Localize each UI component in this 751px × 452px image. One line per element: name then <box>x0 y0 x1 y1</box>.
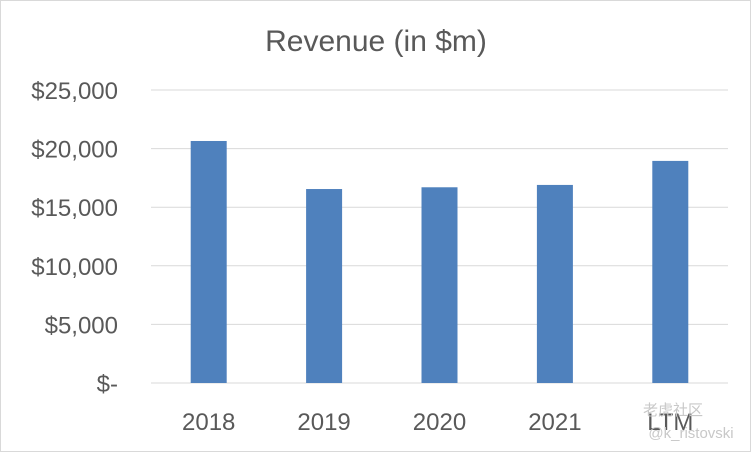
x-axis-tick-labels: 2018 2019 2020 2021 LTM <box>182 409 693 436</box>
y-tick-label: $10,000 <box>31 254 118 281</box>
x-tick-label: 2018 <box>182 409 235 436</box>
y-axis-tick-labels: $- $5,000 $10,000 $15,000 $20,000 $25,000 <box>31 78 118 398</box>
y-tick-label: $5,000 <box>45 312 118 339</box>
bar-2021 <box>536 184 573 383</box>
chart-title: Revenue (in $m) <box>265 25 487 58</box>
bar-ltm <box>652 160 689 383</box>
bar-2019 <box>306 189 343 383</box>
x-tick-label: 2020 <box>413 409 466 436</box>
bar-2020 <box>421 187 458 383</box>
bar-2018 <box>190 140 227 383</box>
watermark-line2: @k_ristovski <box>648 425 733 442</box>
x-tick-label: 2019 <box>297 409 350 436</box>
y-tick-label: $20,000 <box>31 137 118 164</box>
y-tick-label: $- <box>97 371 118 398</box>
x-tick-label: 2021 <box>528 409 581 436</box>
watermark-line1: 老虎社区 <box>643 402 703 419</box>
y-tick-label: $15,000 <box>31 195 118 222</box>
y-tick-label: $25,000 <box>31 78 118 105</box>
x-tick-label: LTM <box>647 409 693 436</box>
bars <box>190 140 689 383</box>
